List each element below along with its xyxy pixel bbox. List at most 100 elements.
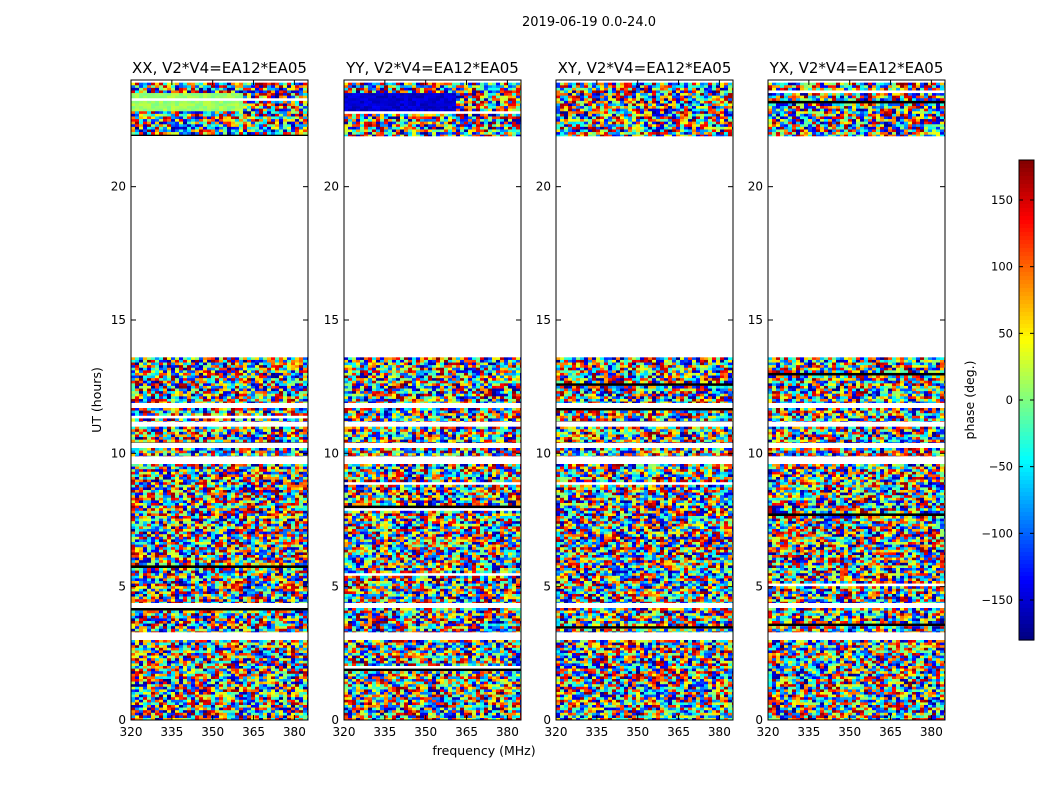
x-tick-label: 350: [201, 725, 224, 739]
colorbar-segment: [1019, 368, 1034, 373]
x-tick-label: 320: [120, 725, 143, 739]
colorbar-segment: [1019, 220, 1034, 225]
panel-frame: [767, 79, 946, 721]
x-tick-label: 350: [414, 725, 437, 739]
x-tick-label: 380: [708, 725, 731, 739]
colorbar-segment: [1019, 616, 1034, 621]
colorbar-segment: [1019, 572, 1034, 577]
colorbar-segment: [1019, 276, 1034, 281]
colorbar-segment: [1019, 164, 1034, 169]
y-tick-label: 20: [748, 180, 763, 194]
colorbar-segment: [1019, 412, 1034, 417]
y-tick-label: 10: [324, 446, 339, 460]
colorbar-segment: [1019, 176, 1034, 181]
colorbar-segment: [1019, 628, 1034, 633]
colorbar-segment: [1019, 492, 1034, 497]
colorbar-segment: [1019, 348, 1034, 353]
colorbar-segment: [1019, 224, 1034, 229]
colorbar-segment: [1019, 356, 1034, 361]
colorbar-label: phase (deg.): [962, 361, 977, 440]
panel-title: YY, V2*V4=EA12*EA05: [345, 59, 519, 77]
colorbar-segment: [1019, 400, 1034, 405]
colorbar-segment: [1019, 376, 1034, 381]
colorbar-segment: [1019, 604, 1034, 609]
colorbar-segment: [1019, 344, 1034, 349]
x-tick-label: 350: [626, 725, 649, 739]
colorbar-segment: [1019, 444, 1034, 449]
colorbar-segment: [1019, 464, 1034, 469]
colorbar-segment: [1019, 504, 1034, 509]
colorbar-segment: [1019, 588, 1034, 593]
colorbar-segment: [1019, 532, 1034, 537]
x-tick-label: 335: [160, 725, 183, 739]
colorbar-segment: [1019, 260, 1034, 265]
phase-image: [344, 82, 521, 720]
colorbar-segment: [1019, 440, 1034, 445]
colorbar-segment: [1019, 280, 1034, 285]
colorbar-segment: [1019, 424, 1034, 429]
colorbar-tick-label: −50: [989, 460, 1013, 474]
colorbar-segment: [1019, 212, 1034, 217]
colorbar: 150 100 50 0 −50 −100 −150: [981, 159, 1035, 641]
colorbar-segment: [1019, 372, 1034, 377]
colorbar-tick-label: 50: [998, 326, 1013, 340]
colorbar-segment: [1019, 548, 1034, 553]
colorbar-segment: [1019, 472, 1034, 477]
colorbar-segment: [1019, 324, 1034, 329]
y-tick-label: 15: [748, 313, 763, 327]
phase-image: [768, 82, 945, 720]
colorbar-segment: [1019, 252, 1034, 257]
colorbar-segment: [1019, 488, 1034, 493]
colorbar-segment: [1019, 596, 1034, 601]
y-tick-label: 10: [111, 446, 126, 460]
colorbar-segment: [1019, 564, 1034, 569]
colorbar-segment: [1019, 408, 1034, 413]
colorbar-segment: [1019, 448, 1034, 453]
x-tick-label: 335: [797, 725, 820, 739]
colorbar-segment: [1019, 480, 1034, 485]
colorbar-segment: [1019, 308, 1034, 313]
colorbar-tick-label: −100: [981, 526, 1013, 540]
colorbar-segment: [1019, 296, 1034, 301]
colorbar-segment: [1019, 332, 1034, 337]
colorbar-segment: [1019, 184, 1034, 189]
colorbar-segment: [1019, 468, 1034, 473]
colorbar-segment: [1019, 232, 1034, 237]
x-tick-label: 350: [838, 725, 861, 739]
panel-xy: XY, V2*V4=EA12*EA05 320 335 350 365 380 0 5 10 15…: [536, 59, 734, 739]
colorbar-segment: [1019, 364, 1034, 369]
colorbar-segment: [1019, 272, 1034, 277]
y-tick-label: 0: [331, 713, 339, 727]
figure-suptitle: 2019-06-19 0.0-24.0: [522, 15, 656, 30]
panel-frame: [130, 79, 309, 721]
y-tick-label: 5: [755, 580, 763, 594]
panel-yx: YX, V2*V4=EA12*EA05 320 335 350 365 380 0 5 10 15…: [748, 59, 946, 739]
colorbar-segment: [1019, 244, 1034, 249]
colorbar-segment: [1019, 608, 1034, 613]
y-axis-label: UT (hours): [89, 367, 104, 433]
x-tick-label: 320: [333, 725, 356, 739]
y-tick-label: 20: [111, 180, 126, 194]
colorbar-segment: [1019, 172, 1034, 177]
colorbar-segment: [1019, 360, 1034, 365]
colorbar-segment: [1019, 452, 1034, 457]
colorbar-segment: [1019, 512, 1034, 517]
colorbar-segment: [1019, 556, 1034, 561]
x-tick-label: 380: [920, 725, 943, 739]
colorbar-segment: [1019, 392, 1034, 397]
colorbar-segment: [1019, 416, 1034, 421]
colorbar-segment: [1019, 632, 1034, 637]
y-tick-label: 0: [543, 713, 551, 727]
colorbar-segment: [1019, 536, 1034, 541]
y-tick-label: 5: [331, 580, 339, 594]
colorbar-segment: [1019, 636, 1034, 641]
colorbar-segment: [1019, 384, 1034, 389]
colorbar-segment: [1019, 428, 1034, 433]
colorbar-segment: [1019, 268, 1034, 273]
y-tick-label: 15: [111, 313, 126, 327]
colorbar-segment: [1019, 236, 1034, 241]
colorbar-segment: [1019, 436, 1034, 441]
colorbar-segment: [1019, 612, 1034, 617]
colorbar-segment: [1019, 196, 1034, 201]
y-tick-label: 20: [324, 180, 339, 194]
